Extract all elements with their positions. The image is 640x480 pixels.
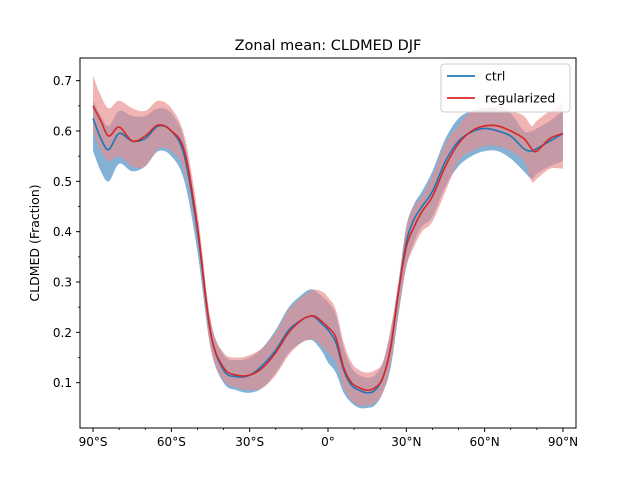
x-tick-label: 30°S xyxy=(235,435,264,449)
plot-frame xyxy=(79,57,577,429)
legend-label-regularized: regularized xyxy=(485,91,555,106)
x-tick-label: 60°N xyxy=(470,435,500,449)
band-regularized xyxy=(93,75,563,406)
x-tick-label: 30°N xyxy=(391,435,421,449)
line-ctrl xyxy=(92,118,564,394)
legend: ctrl regularized xyxy=(440,63,571,113)
y-tick-label: 0.3 xyxy=(53,276,72,290)
series-lines xyxy=(92,105,564,394)
x-tick-label: 90°S xyxy=(79,435,108,449)
x-tick-label: 60°S xyxy=(157,435,186,449)
y-tick-label: 0.4 xyxy=(53,225,72,239)
y-tick-label: 0.2 xyxy=(53,326,72,340)
x-axis: 90°S 60°S 30°S 0° 30°N 60°N 90°N xyxy=(79,428,578,449)
line-regularized xyxy=(92,105,564,392)
y-axis-label: CLDMED (Fraction) xyxy=(27,184,42,301)
x-tick-label: 0° xyxy=(321,435,335,449)
x-tick-label: 90°N xyxy=(548,435,578,449)
chart-title: Zonal mean: CLDMED DJF xyxy=(235,38,422,54)
y-tick-label: 0.5 xyxy=(53,175,72,189)
legend-label-ctrl: ctrl xyxy=(485,69,505,84)
y-axis: 0.1 0.2 0.3 0.4 0.5 0.6 0.7 xyxy=(53,74,80,390)
y-tick-label: 0.7 xyxy=(53,74,72,88)
y-tick-label: 0.1 xyxy=(53,376,72,390)
y-tick-label: 0.6 xyxy=(53,124,72,138)
